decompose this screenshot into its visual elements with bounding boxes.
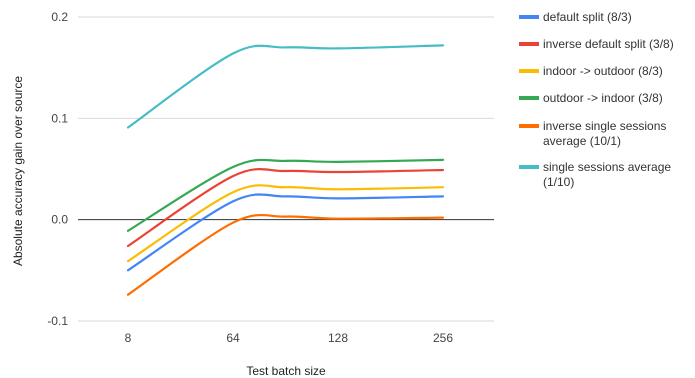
y-tick-label: 0.1 [51, 111, 68, 125]
legend-label: indoor -> outdoor (8/3) [543, 64, 663, 78]
x-tick-label: 64 [226, 331, 240, 345]
legend-swatch [519, 124, 539, 128]
series-line [126, 184, 445, 263]
x-axis-ticks: 8 64 128 256 [125, 331, 454, 345]
y-tick-label: 0.2 [51, 10, 68, 24]
legend-label: single sessions average [543, 160, 671, 174]
legend-label: outdoor -> indoor (3/8) [543, 91, 663, 105]
x-tick-label: 128 [328, 331, 348, 345]
legend-swatch [519, 42, 539, 46]
y-tick-label: 0.0 [51, 213, 68, 227]
legend-label: inverse single sessions [543, 119, 666, 133]
legend-label: average (10/1) [543, 134, 621, 148]
x-axis-title: Test batch size [246, 364, 326, 378]
y-axis-title: Absolute accuracy gain over source [11, 76, 25, 266]
series-line [126, 168, 445, 248]
legend-label: (1/10) [543, 175, 574, 189]
x-tick-label: 256 [433, 331, 453, 345]
series-lines [126, 44, 445, 296]
legend: default split (8/3) inverse default split… [519, 10, 674, 189]
y-axis-ticks: -0.1 0.0 0.1 0.2 [47, 10, 68, 328]
legend-swatch [519, 15, 539, 19]
x-tick-label: 8 [125, 331, 132, 345]
gridlines [78, 16, 494, 322]
legend-swatch [519, 69, 539, 73]
legend-label: default split (8/3) [543, 10, 632, 24]
series-line [126, 193, 445, 272]
legend-label: inverse default split (3/8) [543, 37, 674, 51]
legend-swatch [519, 165, 539, 169]
series-line [126, 158, 445, 232]
series-line [126, 44, 445, 129]
legend-swatch [519, 96, 539, 100]
series-line [126, 213, 445, 296]
y-tick-label: -0.1 [47, 314, 68, 328]
